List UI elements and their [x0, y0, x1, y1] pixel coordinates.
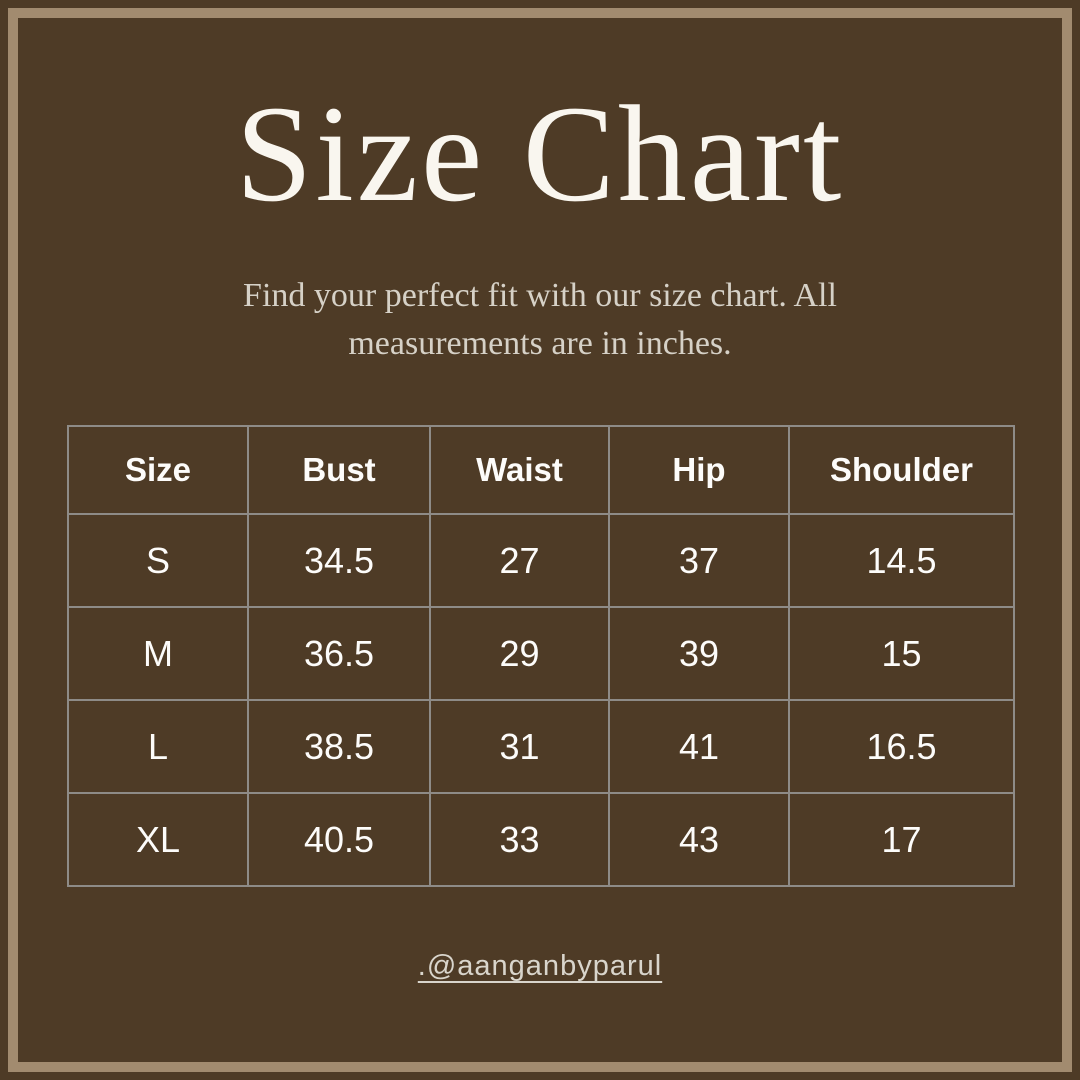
column-header-waist: Waist	[429, 425, 610, 515]
cell-waist: 29	[429, 606, 610, 701]
subtitle-line-1: Find your perfect fit with our size char…	[243, 277, 837, 314]
cell-hip: 39	[608, 606, 790, 701]
size-chart-table: Size Bust Waist Hip Shoulder S 34.5 27 3…	[67, 425, 1015, 887]
cell-bust: 40.5	[247, 792, 431, 887]
subtitle-line-2: measurements are in inches.	[348, 325, 732, 362]
cell-shoulder: 14.5	[788, 513, 1015, 608]
cell-bust: 36.5	[247, 606, 431, 701]
social-handle-link[interactable]: .@aanganbyparul	[417, 950, 663, 982]
table-row-xl: XL 40.5 33 43 17	[67, 792, 1015, 887]
cell-shoulder: 15	[788, 606, 1015, 701]
table-header-row: Size Bust Waist Hip Shoulder	[67, 425, 1015, 515]
column-header-size: Size	[67, 425, 249, 515]
table-row-s: S 34.5 27 37 14.5	[67, 513, 1015, 608]
page-title: Size Chart	[235, 77, 845, 230]
cell-waist: 33	[429, 792, 610, 887]
cell-size: M	[67, 606, 249, 701]
cell-bust: 38.5	[247, 699, 431, 794]
cell-hip: 37	[608, 513, 790, 608]
column-header-hip: Hip	[608, 425, 790, 515]
cell-hip: 41	[608, 699, 790, 794]
column-header-shoulder: Shoulder	[788, 425, 1015, 515]
social-handle: .@aanganbyparul	[0, 950, 1080, 983]
cell-size: L	[67, 699, 249, 794]
table-row-m: M 36.5 29 39 15	[67, 606, 1015, 701]
cell-waist: 31	[429, 699, 610, 794]
cell-shoulder: 17	[788, 792, 1015, 887]
cell-size: XL	[67, 792, 249, 887]
cell-shoulder: 16.5	[788, 699, 1015, 794]
page-subtitle: Find your perfect fit with our size char…	[0, 272, 1080, 368]
cell-bust: 34.5	[247, 513, 431, 608]
cell-hip: 43	[608, 792, 790, 887]
table-row-l: L 38.5 31 41 16.5	[67, 699, 1015, 794]
cell-size: S	[67, 513, 249, 608]
column-header-bust: Bust	[247, 425, 431, 515]
cell-waist: 27	[429, 513, 610, 608]
